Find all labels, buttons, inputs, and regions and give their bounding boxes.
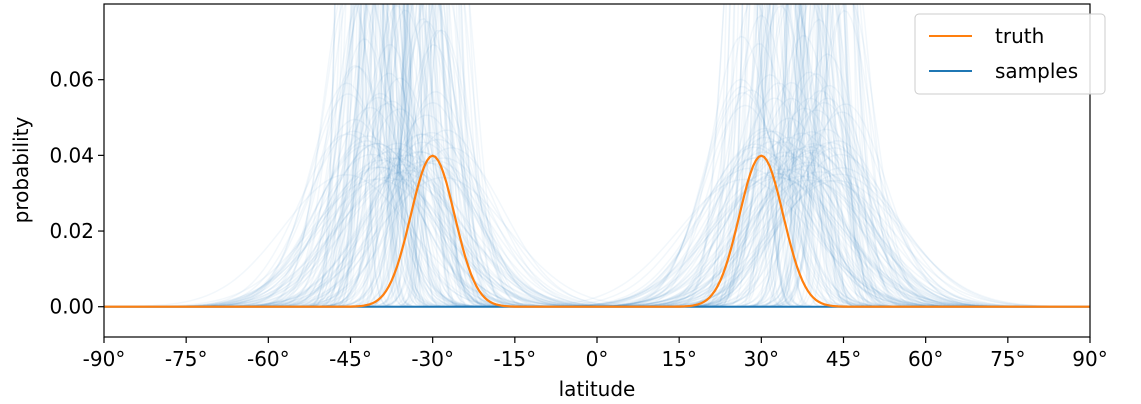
x-tick-label: 30°: [744, 347, 779, 371]
legend-label-samples: samples: [995, 59, 1078, 83]
x-tick-label: -90°: [83, 347, 126, 371]
x-axis: -90° -75° -60° -45° -30° -15° 0° 15° 30° 45° 60° 75…: [83, 337, 1108, 371]
x-tick-label: -30°: [411, 347, 454, 371]
x-tick-label: -45°: [329, 347, 372, 371]
x-tick-label: 15°: [661, 347, 696, 371]
y-tick-label: 0.00: [49, 295, 94, 319]
x-tick-label: 0°: [586, 347, 609, 371]
y-axis-label: probability: [9, 116, 33, 223]
x-tick-label: -15°: [493, 347, 536, 371]
x-tick-label: 90°: [1072, 347, 1107, 371]
x-tick-label: 75°: [990, 347, 1025, 371]
truth-line: [104, 154, 1090, 308]
truth-series: [104, 154, 1090, 308]
x-tick-label: 60°: [908, 347, 943, 371]
y-tick-label: 0.06: [49, 68, 94, 92]
legend-label-truth: truth: [995, 24, 1044, 48]
x-tick-label: -75°: [165, 347, 208, 371]
y-tick-label: 0.04: [49, 143, 94, 167]
legend: truth samples: [914, 13, 1106, 95]
x-tick-label: -60°: [247, 347, 290, 371]
legend-box: [914, 13, 1106, 95]
x-axis-label: latitude: [559, 377, 636, 401]
y-axis: 0.00 0.02 0.04 0.06: [49, 68, 104, 319]
x-tick-label: 45°: [826, 347, 861, 371]
y-tick-label: 0.02: [49, 219, 94, 243]
